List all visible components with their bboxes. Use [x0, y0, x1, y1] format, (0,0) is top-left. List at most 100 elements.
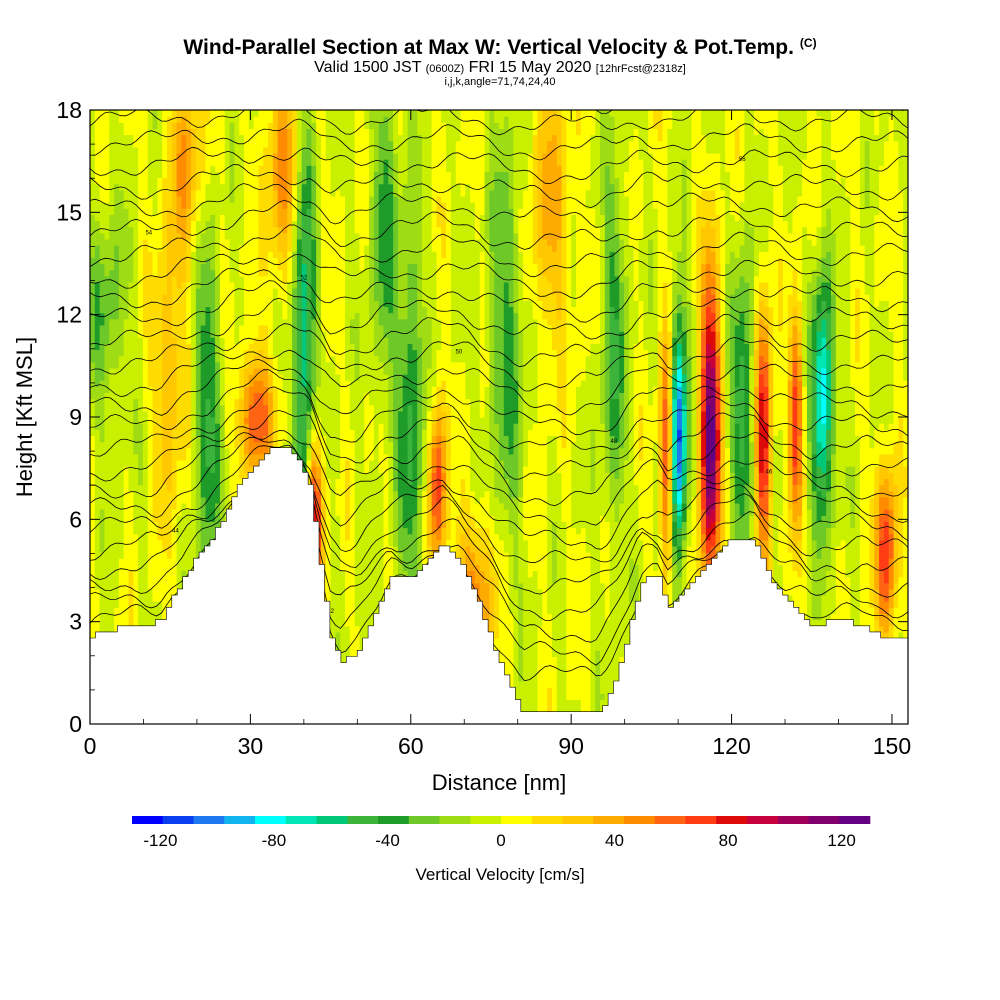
field-cell [128, 281, 134, 289]
field-cell [200, 367, 207, 375]
field-cell [195, 275, 202, 283]
field-cell [325, 496, 332, 504]
field-cell [162, 502, 168, 510]
field-cell [114, 110, 120, 117]
field-cell [253, 447, 260, 455]
field-cell [99, 619, 106, 627]
field-cell [104, 122, 110, 130]
field-cell [128, 220, 134, 228]
field-cell [239, 288, 245, 295]
field-cell [282, 152, 288, 160]
field-cell [224, 349, 231, 357]
field-cell [162, 343, 168, 351]
field-cell [90, 331, 96, 338]
field-cell [118, 374, 125, 381]
field-cell [219, 269, 226, 277]
field-cell [320, 318, 327, 326]
field-cell [229, 134, 235, 142]
field-cell [166, 294, 173, 301]
field-cell [320, 441, 327, 449]
field-cell [296, 140, 303, 148]
field-cell [90, 601, 96, 608]
field-cell [186, 435, 192, 443]
field-cell [239, 361, 245, 369]
field-cell [258, 165, 264, 172]
field-cell [133, 398, 139, 406]
field-cell [133, 245, 139, 252]
field-cell [200, 146, 207, 154]
field-cell [109, 110, 115, 117]
field-cell [123, 386, 130, 394]
field-cell [104, 214, 110, 222]
field-cell [200, 128, 207, 136]
field-cell [147, 232, 154, 240]
field-cell [166, 195, 173, 203]
field-cell [133, 429, 139, 437]
field-cell [142, 337, 149, 344]
field-cell [138, 288, 144, 295]
field-cell [191, 478, 197, 486]
field-cell [191, 374, 197, 381]
field-cell [195, 423, 202, 430]
field-cell [219, 312, 226, 320]
field-cell [104, 564, 110, 572]
field-cell [215, 183, 221, 191]
field-cell [215, 226, 221, 234]
field-cell [181, 545, 187, 553]
field-cell [138, 159, 144, 166]
field-cell [282, 306, 288, 314]
field-cell [215, 232, 221, 240]
field-cell [94, 429, 101, 437]
field-cell [306, 140, 312, 148]
field-cell [162, 613, 168, 621]
field-cell [104, 159, 110, 166]
field-cell [123, 429, 130, 437]
field-cell [94, 588, 101, 596]
field-cell [147, 539, 154, 547]
field-cell [142, 331, 149, 338]
field-cell [268, 257, 274, 265]
field-cell [128, 245, 134, 252]
field-cell [109, 171, 115, 179]
field-cell [200, 122, 207, 130]
field-cell [292, 392, 298, 400]
field-cell [253, 288, 260, 295]
field-cell [94, 318, 101, 326]
field-cell [258, 404, 264, 412]
field-cell [90, 337, 96, 344]
field-cell [166, 140, 173, 148]
field-cell [325, 220, 332, 228]
field-cell [142, 466, 149, 473]
field-cell [142, 502, 149, 510]
field-cell [306, 466, 312, 473]
field-cell [301, 245, 308, 252]
field-cell [128, 226, 134, 234]
field-cell [210, 380, 216, 387]
field-cell [181, 472, 187, 479]
field-cell [157, 404, 163, 412]
field-cell [210, 146, 216, 154]
field-cell [133, 558, 139, 565]
field-cell [325, 441, 332, 449]
field-cell [147, 521, 154, 529]
field-cell [176, 576, 183, 584]
field-cell [109, 484, 115, 492]
field-cell [123, 128, 130, 136]
field-cell [162, 564, 168, 572]
field-cell [292, 177, 298, 185]
field-cell [133, 478, 139, 486]
field-cell [239, 257, 245, 265]
field-cell [128, 294, 134, 301]
field-cell [104, 417, 110, 424]
field-cell [186, 300, 192, 308]
field-cell [316, 478, 322, 486]
field-cell [147, 134, 154, 142]
field-cell [224, 496, 231, 504]
field-cell [181, 110, 187, 117]
field-cell [99, 116, 106, 123]
field-cell [301, 220, 308, 228]
field-cell [258, 410, 264, 418]
field-cell [90, 625, 96, 633]
field-cell [138, 478, 144, 486]
field-cell [191, 392, 197, 400]
